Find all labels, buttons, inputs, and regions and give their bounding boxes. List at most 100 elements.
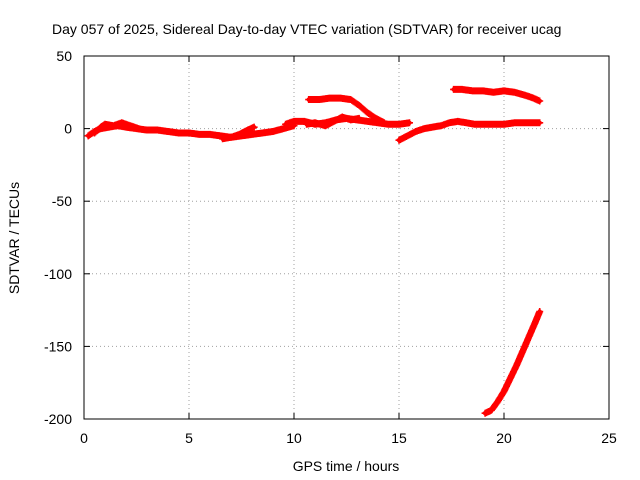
data-marks (84, 85, 544, 417)
data-point (407, 120, 412, 125)
data-point (155, 127, 160, 133)
x-axis-label: GPS time / hours (293, 458, 400, 474)
series-markers (91, 119, 143, 137)
data-point (249, 132, 255, 137)
data-point (186, 130, 192, 136)
data-point (283, 122, 288, 127)
data-point (537, 120, 542, 125)
data-point (136, 126, 141, 131)
data-point (102, 122, 108, 127)
plot-border (83, 55, 610, 420)
data-point (327, 95, 332, 101)
data-point (340, 114, 345, 120)
data-point (338, 95, 343, 101)
series-track-6 (305, 94, 388, 127)
axis-ticks: 0 5 10 15 20 25 50 0 -50 -100 -150 -200 (44, 48, 617, 446)
data-point (495, 399, 500, 404)
data-point (119, 120, 125, 125)
data-point (501, 88, 507, 94)
data-point (512, 90, 517, 95)
x-tick-label: 25 (601, 430, 617, 446)
data-point (237, 132, 242, 137)
y-tick-label: 0 (64, 121, 72, 137)
y-tick-label: -200 (44, 411, 72, 427)
data-point (512, 120, 517, 125)
data-point (491, 122, 496, 127)
data-point (522, 120, 528, 125)
data-point (304, 122, 309, 127)
data-point (165, 129, 171, 134)
data-point (514, 363, 519, 368)
series-track-8 (450, 85, 544, 105)
data-point (522, 93, 528, 98)
data-point (228, 135, 234, 140)
data-point (365, 110, 370, 115)
data-point (422, 126, 427, 131)
data-point (438, 123, 444, 128)
series-track-7 (395, 117, 544, 144)
data-point (508, 376, 513, 381)
data-point (382, 120, 387, 125)
data-point (480, 122, 486, 127)
data-point (501, 122, 507, 127)
data-point (348, 97, 353, 102)
data-point (472, 122, 477, 127)
y-axis-label: SDTVAR / TECUs (6, 182, 22, 294)
data-point (533, 120, 538, 125)
data-point (455, 119, 460, 124)
data-point (323, 123, 328, 128)
data-point (480, 88, 486, 94)
data-point (464, 120, 469, 125)
data-point (86, 133, 91, 139)
data-point (365, 119, 370, 124)
data-point (207, 132, 213, 137)
data-point (491, 90, 496, 95)
series-track-9 (481, 308, 544, 417)
data-point (176, 130, 181, 136)
data-point (92, 130, 97, 136)
y-tick-label: 50 (56, 48, 72, 64)
data-point (459, 87, 465, 92)
data-point (128, 123, 133, 128)
data-point (144, 127, 150, 133)
data-point (220, 136, 225, 141)
x-tick-label: 5 (185, 430, 193, 446)
data-point (251, 124, 257, 130)
data-point (396, 138, 402, 143)
data-point (197, 132, 202, 137)
data-point (356, 116, 362, 121)
data-point (356, 103, 362, 108)
data-point (447, 120, 452, 125)
data-point (451, 87, 456, 92)
data-point (413, 129, 418, 134)
x-tick-label: 10 (286, 430, 302, 446)
data-point (470, 88, 475, 94)
data-point (260, 130, 265, 136)
series-track-3 (219, 123, 258, 143)
x-tick-label: 15 (391, 430, 407, 446)
x-tick-label: 20 (496, 430, 512, 446)
data-point (306, 97, 311, 102)
data-point (245, 127, 250, 133)
data-point (270, 129, 276, 134)
data-point (405, 133, 410, 139)
data-point (489, 408, 494, 413)
data-point (98, 124, 104, 130)
data-point (348, 117, 353, 123)
data-point (331, 119, 337, 124)
y-tick-label: -50 (52, 193, 72, 209)
data-point (520, 348, 526, 353)
grid (84, 56, 609, 419)
data-point (396, 122, 402, 127)
data-point (312, 120, 318, 125)
x-tick-label: 0 (80, 430, 88, 446)
chart-title: Day 057 of 2025, Sidereal Day-to-day VTE… (52, 21, 561, 37)
data-point (527, 334, 532, 339)
y-tick-label: -100 (44, 266, 72, 282)
series-markers (481, 308, 544, 417)
data-point (537, 98, 542, 104)
data-point (111, 123, 116, 128)
data-point (533, 319, 538, 324)
data-point (430, 124, 435, 130)
